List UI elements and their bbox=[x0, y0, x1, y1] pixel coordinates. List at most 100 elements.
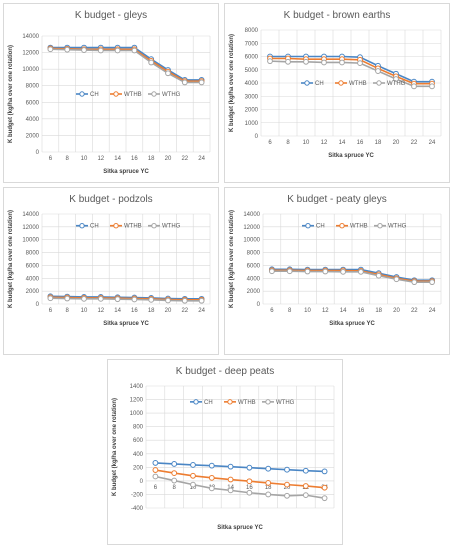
x-tick-label: 10 bbox=[303, 140, 310, 146]
y-tick-label: 1200 bbox=[130, 398, 144, 404]
legend-marker-wthg bbox=[377, 223, 383, 229]
data-point-wthg bbox=[321, 59, 327, 66]
y-tick-label: 2000 bbox=[26, 133, 40, 139]
data-point-wthg bbox=[171, 477, 178, 484]
chart-title: K budget - gleys bbox=[75, 10, 147, 21]
x-tick-label: 18 bbox=[148, 308, 155, 314]
x-tick-label: 22 bbox=[181, 156, 188, 162]
x-tick-label: 6 bbox=[49, 156, 53, 162]
x-tick-label: 10 bbox=[190, 485, 197, 491]
y-tick-label: -400 bbox=[131, 506, 144, 512]
y-tick-label: 1000 bbox=[130, 411, 144, 417]
y-axis-label: K budget (kg/ha over one rotation) bbox=[112, 398, 118, 496]
y-tick-label: 7000 bbox=[245, 41, 259, 47]
data-point-ch bbox=[321, 468, 328, 475]
chart-svg-podzols: K budget - podzols 0 2000 4000 6000 8000 10000… bbox=[8, 194, 211, 327]
x-tick-label: 16 bbox=[357, 140, 364, 146]
chart-title: K budget - podzols bbox=[69, 194, 152, 205]
data-point-wthb bbox=[190, 472, 196, 479]
y-tick-label: 5000 bbox=[245, 68, 259, 74]
y-tick-label: 0 bbox=[36, 150, 40, 156]
legend-marker-wthg bbox=[151, 223, 157, 229]
series-line-wthb bbox=[271, 269, 433, 282]
y-tick-label: -200 bbox=[131, 492, 144, 498]
y-tick-label: 0 bbox=[140, 479, 144, 485]
y-tick-label: 6000 bbox=[26, 100, 40, 106]
data-point-wthg bbox=[304, 268, 311, 275]
y-tick-label: 14000 bbox=[243, 212, 260, 218]
y-tick-label: 6000 bbox=[245, 55, 259, 61]
data-point-wthg bbox=[411, 83, 417, 90]
x-tick-label: 24 bbox=[198, 156, 205, 162]
data-point-wthg bbox=[81, 47, 87, 53]
x-tick-label: 22 bbox=[411, 308, 418, 314]
x-tick-label: 20 bbox=[284, 485, 291, 491]
y-tick-label: 4000 bbox=[245, 81, 259, 87]
y-tick-label: 10000 bbox=[22, 238, 39, 244]
legend-label-wthb: WTHB bbox=[238, 400, 256, 406]
data-point-ch bbox=[190, 462, 196, 468]
legend-marker-wthb bbox=[113, 91, 119, 97]
data-point-wthb bbox=[302, 483, 309, 489]
data-point-wthg bbox=[322, 268, 329, 275]
series-line-wthg bbox=[50, 297, 202, 302]
chart-title: K budget - peaty gleys bbox=[287, 194, 387, 205]
data-point-wthg bbox=[358, 268, 364, 275]
chart-title: K budget - brown earths bbox=[284, 10, 391, 21]
data-point-wthg bbox=[340, 268, 346, 275]
x-tick-label: 6 bbox=[270, 308, 274, 314]
data-point-wthg bbox=[429, 279, 436, 286]
data-point-ch bbox=[208, 462, 215, 469]
chart-panel-brown-earths: K budget - brown earths 0 1000 2000 3000 4000… bbox=[224, 3, 450, 183]
data-point-wthb bbox=[152, 467, 159, 473]
data-point-wthg bbox=[411, 279, 418, 286]
x-tick-label: 20 bbox=[393, 308, 400, 314]
y-tick-label: 800 bbox=[133, 425, 144, 431]
y-axis-label: K budget (kg/ha over one rotation) bbox=[8, 45, 14, 143]
series-line-wthg bbox=[269, 60, 432, 88]
x-tick-label: 12 bbox=[97, 308, 104, 314]
x-tick-label: 6 bbox=[268, 140, 272, 146]
y-tick-label: 2000 bbox=[247, 289, 261, 295]
y-tick-label: 2000 bbox=[245, 108, 259, 114]
data-point-wthg bbox=[302, 492, 309, 499]
data-point-wthg bbox=[97, 47, 104, 54]
chart-panel-podzols: K budget - podzols 0 2000 4000 6000 8000 10000… bbox=[3, 187, 219, 355]
legend-marker-ch bbox=[304, 80, 310, 86]
legend-label-ch: CH bbox=[204, 400, 213, 406]
data-point-wthg bbox=[284, 492, 290, 499]
x-tick-label: 18 bbox=[148, 156, 155, 162]
chart-svg-brown-earths: K budget - brown earths 0 1000 2000 3000 4000… bbox=[229, 10, 442, 159]
x-tick-label: 20 bbox=[165, 156, 172, 162]
legend-marker-wthb bbox=[339, 223, 345, 229]
y-tick-label: 400 bbox=[133, 452, 144, 458]
x-tick-label: 18 bbox=[265, 485, 272, 491]
data-point-wthb bbox=[321, 484, 328, 491]
y-tick-label: 8000 bbox=[245, 28, 259, 34]
data-point-wthg bbox=[269, 268, 275, 275]
legend-label-wthb: WTHB bbox=[124, 92, 142, 98]
legend-label-wthg: WTHG bbox=[162, 224, 181, 230]
data-point-wthb bbox=[171, 470, 178, 476]
legend-label-wthg: WTHG bbox=[162, 92, 181, 98]
data-point-ch bbox=[246, 464, 253, 471]
data-point-wthg bbox=[227, 487, 234, 494]
x-tick-label: 18 bbox=[375, 308, 382, 314]
data-point-ch bbox=[171, 461, 178, 467]
x-tick-label: 20 bbox=[393, 140, 400, 146]
data-point-wthg bbox=[357, 60, 363, 67]
x-tick-label: 14 bbox=[114, 308, 121, 314]
series-line-ch bbox=[155, 462, 325, 473]
x-tick-label: 18 bbox=[375, 140, 382, 146]
x-axis-label: Sitka spruce YC bbox=[103, 169, 149, 175]
data-point-wthg bbox=[375, 272, 382, 279]
data-point-wthg bbox=[148, 296, 155, 303]
chart-panel-gleys: K budget - gleys 0 2000 4000 6000 8000 10000 12… bbox=[3, 3, 219, 183]
data-point-wthg bbox=[81, 295, 87, 302]
data-point-wthg bbox=[64, 295, 71, 302]
data-point-wthg bbox=[165, 70, 171, 77]
legend-marker-ch bbox=[193, 399, 199, 405]
series-line-wthb bbox=[270, 57, 432, 85]
data-point-wthb bbox=[208, 474, 215, 481]
x-tick-label: 16 bbox=[358, 308, 365, 314]
